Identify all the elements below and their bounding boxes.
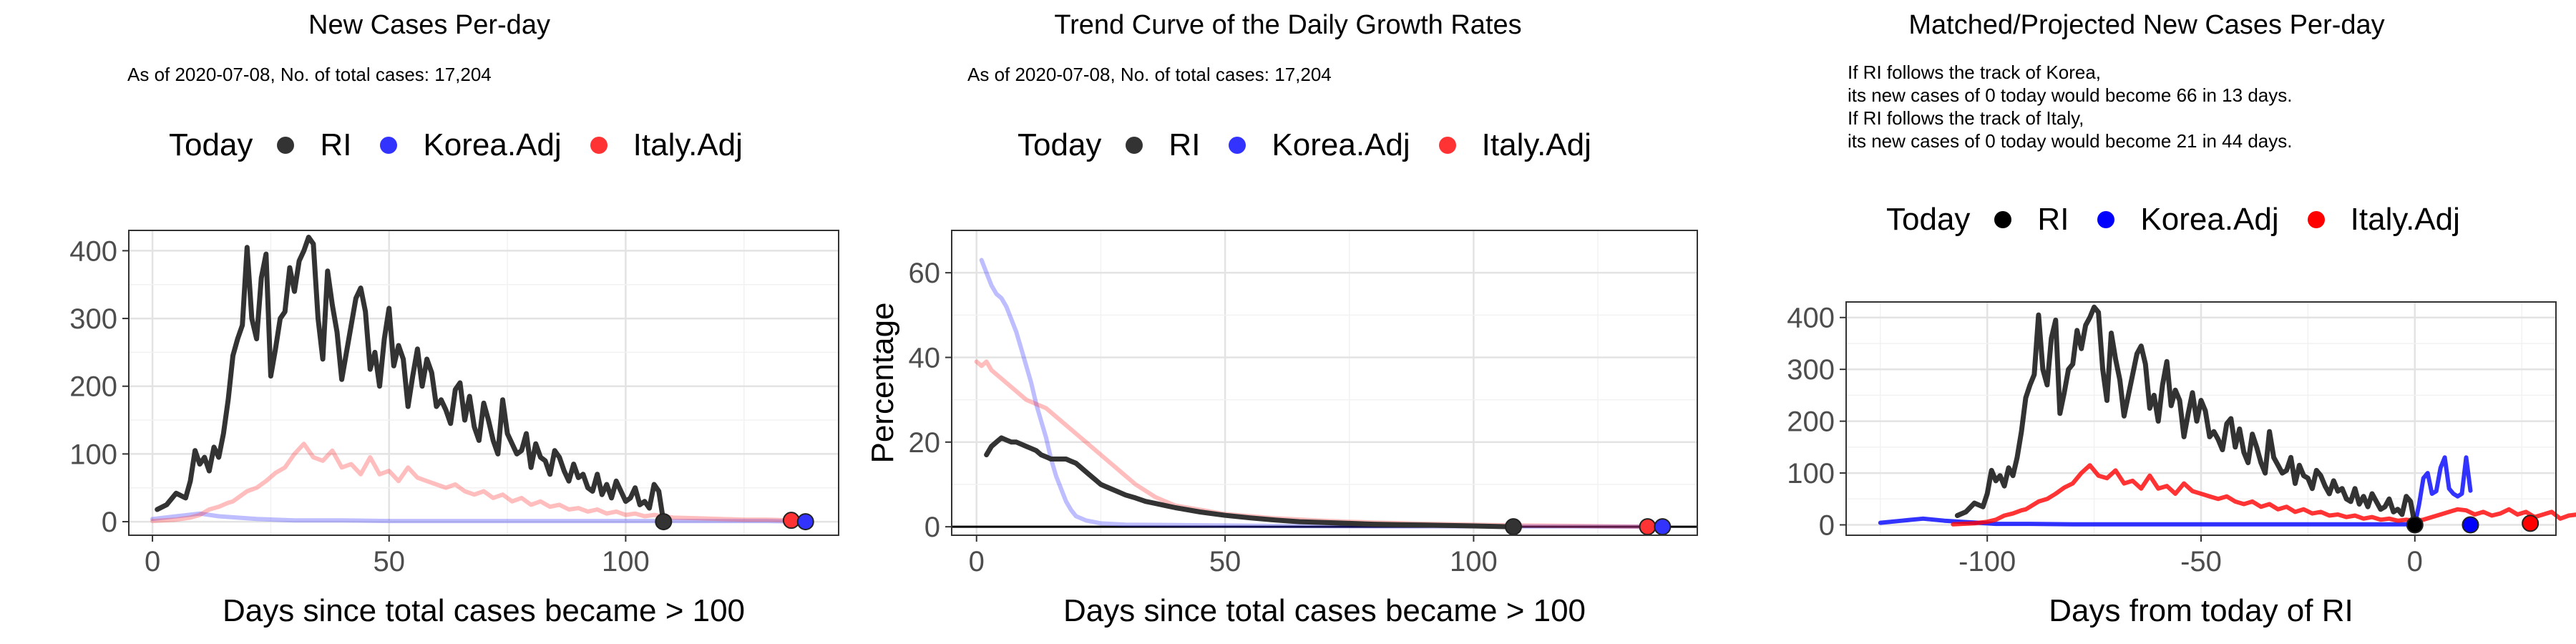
legend: Today RI Korea.Adj Italy.Adj: [1886, 202, 2489, 238]
y-tick-label: 200: [1787, 406, 1835, 438]
legend-title: Today: [1018, 127, 1102, 162]
x-tick-label: 100: [1450, 546, 1498, 577]
y-tick-label: 40: [909, 343, 941, 374]
y-tick-label: 0: [924, 512, 940, 543]
series-line-korea-adj: [150, 511, 808, 525]
legend-item-korea: Korea.Adj: [2097, 202, 2279, 238]
legend: Today RI Korea.Adj Italy.Adj: [169, 127, 771, 163]
y-tick-label: 400: [69, 235, 117, 267]
y-axis-title: Percentage: [865, 302, 900, 463]
chart-subtitle: As of 2020-07-08, No. of total cases: 17…: [967, 64, 1332, 85]
plot-area: 0 50 100 0 20 40 60 Days since total cases beca…: [865, 230, 1698, 628]
legend-label-italy: Italy.Adj: [633, 127, 743, 162]
chart-title: New Cases Per-day: [308, 10, 550, 40]
today-point-korea-adj: [1654, 518, 1672, 536]
series-line-italy-adj: [1951, 463, 2576, 527]
chart-subtitle-3: If RI follows the track of Italy,: [1848, 107, 2084, 129]
legend-title: Today: [1886, 202, 1971, 237]
today-point-korea-adj: [2462, 516, 2479, 534]
chart-subtitle-1: If RI follows the track of Korea,: [1848, 62, 2102, 83]
x-tick-label: 0: [145, 546, 160, 577]
legend-item-ri: RI: [1994, 202, 2069, 238]
series-line-ri: [1954, 304, 2418, 527]
y-tick-label: 100: [1787, 458, 1835, 489]
legend: Today RI Korea.Adj Italy.Adj: [1018, 127, 1620, 163]
plot-border: [128, 230, 839, 536]
legend-label-korea: Korea.Adj: [423, 127, 562, 162]
legend-label-ri: RI: [320, 127, 352, 162]
x-tick-label: 50: [373, 546, 405, 577]
today-point-ri: [1504, 518, 1522, 536]
today-point-italy-adj: [782, 512, 800, 530]
chart-subtitle: As of 2020-07-08, No. of total cases: 17…: [127, 64, 492, 85]
legend-dot-ri: [1126, 137, 1143, 154]
y-tick-label: 100: [69, 439, 117, 470]
chart-title: Matched/Projected New Cases Per-day: [1908, 10, 2385, 40]
y-tick-label: 300: [69, 303, 117, 335]
x-axis-title: Days since total cases became > 100: [1063, 593, 1586, 628]
y-tick-label: 0: [102, 507, 117, 538]
y-tick-label: 400: [1787, 303, 1835, 334]
panel-new-cases: New Cases Per-day As of 2020-07-08, No. …: [0, 0, 859, 644]
legend-item-ri: RI: [1126, 127, 1200, 163]
legend-item-italy: Italy.Adj: [1438, 127, 1591, 163]
legend-item-korea: Korea.Adj: [380, 127, 562, 163]
x-axis-title: Days from today of RI: [2049, 593, 2353, 628]
legend-dot-italy: [590, 137, 608, 154]
x-tick-label: -50: [2180, 546, 2222, 577]
legend-item-korea: Korea.Adj: [1229, 127, 1410, 163]
legend-label-italy: Italy.Adj: [2350, 202, 2460, 237]
legend-label-ri: RI: [1169, 127, 1201, 162]
legend-item-ri: RI: [277, 127, 351, 163]
y-tick-label: 300: [1787, 354, 1835, 386]
legend-label-korea: Korea.Adj: [1272, 127, 1410, 162]
series-line-ri: [984, 435, 1516, 530]
legend-dot-ri: [1994, 211, 2012, 228]
legend-label-italy: Italy.Adj: [1481, 127, 1591, 162]
x-tick-label: 0: [2407, 546, 2423, 577]
series-line-korea-adj: [979, 258, 1665, 530]
y-tick-label: 200: [69, 371, 117, 403]
legend-label-ri: RI: [2037, 202, 2069, 237]
today-point-ri: [2406, 516, 2424, 534]
legend-dot-korea: [2097, 211, 2115, 228]
legend-label-korea: Korea.Adj: [2140, 202, 2279, 237]
y-tick-label: 60: [909, 258, 941, 289]
y-tick-label: 0: [1819, 510, 1835, 542]
chart-subtitle-2: its new cases of 0 today would become 66…: [1848, 84, 2293, 106]
x-axis-title: Days since total cases became > 100: [223, 593, 745, 628]
legend-dot-korea: [380, 137, 398, 154]
plot-border: [951, 230, 1698, 536]
panel-growth-rates: Trend Curve of the Daily Growth Rates As…: [859, 0, 1717, 644]
today-point-korea-adj: [796, 513, 814, 531]
legend-dot-italy: [2307, 211, 2325, 228]
plot-area: 0 50 100 0 100 200 300 400 Days since total case…: [69, 230, 839, 628]
chart-subtitle-4: its new cases of 0 today would become 21…: [1848, 130, 2293, 152]
x-tick-label: -100: [1958, 546, 2016, 577]
legend-dot-ri: [277, 137, 295, 154]
x-tick-label: 0: [969, 546, 985, 577]
legend-title: Today: [169, 127, 253, 162]
chart-title: Trend Curve of the Daily Growth Rates: [1054, 10, 1522, 40]
series-line-ri: [155, 235, 666, 525]
legend-item-italy: Italy.Adj: [2307, 202, 2460, 238]
legend-dot-italy: [1438, 137, 1456, 154]
today-point-ri: [655, 513, 673, 531]
panel-matched-projected: Matched/Projected New Cases Per-day If R…: [1717, 0, 2576, 644]
plot-area: -100 -50 0 0 100 200 300 400 Days from today of …: [1787, 301, 2576, 628]
today-point-italy-adj: [2522, 514, 2540, 532]
x-tick-label: 100: [602, 546, 650, 577]
legend-dot-korea: [1229, 137, 1246, 154]
legend-item-italy: Italy.Adj: [590, 127, 743, 163]
series-line-italy-adj: [150, 441, 794, 524]
y-tick-label: 20: [909, 427, 941, 459]
today-point-italy-adj: [1639, 518, 1657, 536]
x-tick-label: 50: [1209, 546, 1241, 577]
